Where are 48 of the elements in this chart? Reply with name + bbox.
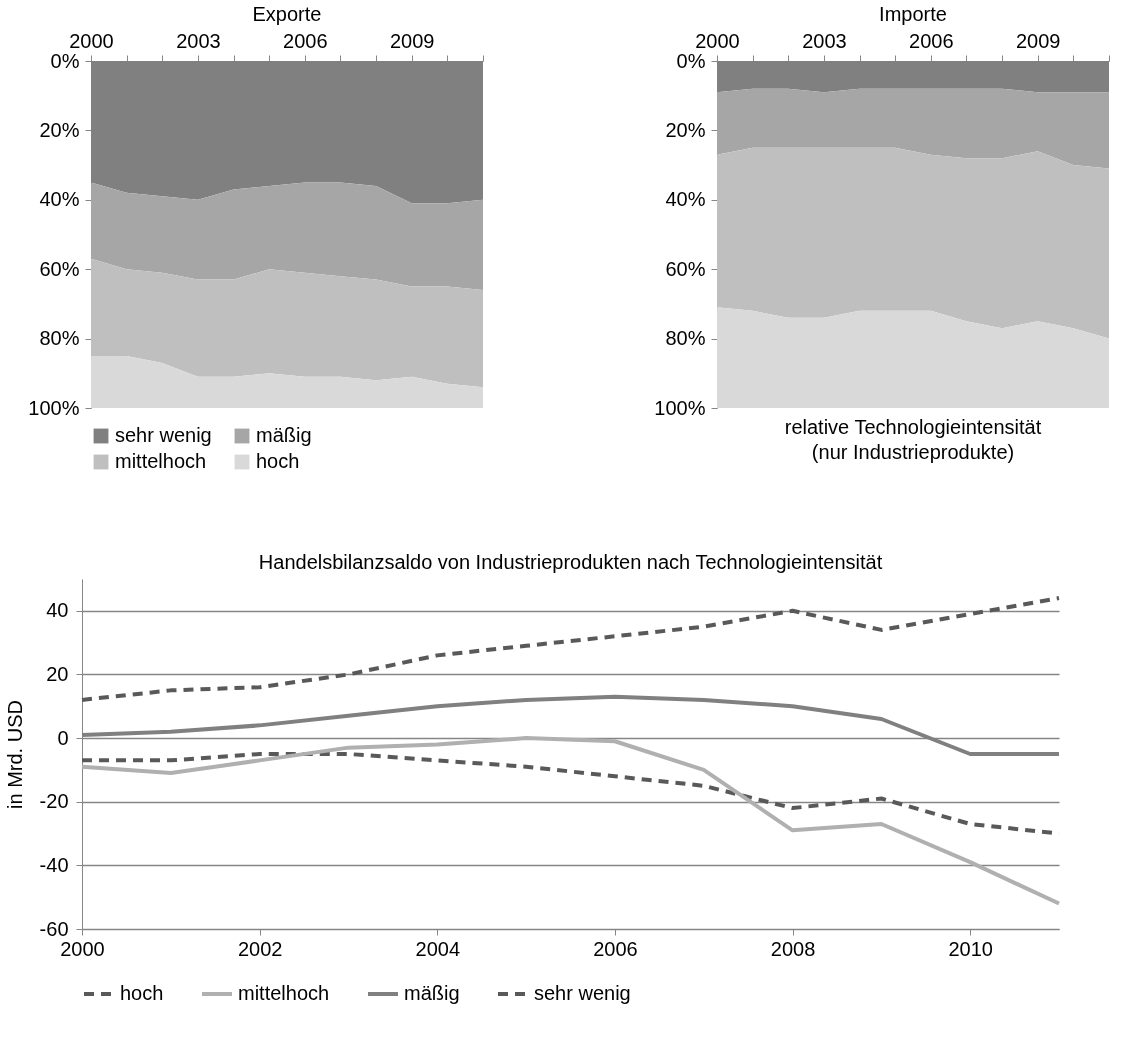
chart-title: Handelsbilanzsaldo von Industrieprodukten nach Technologieintensität xyxy=(258,551,883,573)
x-tick-label: 2006 xyxy=(283,29,328,52)
x-tick-label: 2003 xyxy=(176,29,221,52)
chart-title: Importe xyxy=(879,3,947,25)
x-tick-label: 2010 xyxy=(948,937,993,960)
y-tick-label: 40% xyxy=(39,188,80,211)
chart-title: Exporte xyxy=(252,3,322,25)
x-tick-label: 2000 xyxy=(60,937,105,960)
text: relative Technologieintensität xyxy=(784,416,1042,438)
x-tick-label: 2008 xyxy=(770,937,816,960)
y-tick-label: 40% xyxy=(665,188,706,211)
y-tick-label: 0% xyxy=(50,49,80,72)
legend-label: sehr wenig xyxy=(534,982,631,1004)
x-tick-label: 2009 xyxy=(389,29,435,52)
y-tick-label: 60% xyxy=(39,257,80,280)
y-tick-label: 80% xyxy=(665,327,706,350)
line-series xyxy=(80,736,1061,906)
legend-label: mäßig xyxy=(404,982,460,1004)
legend-label: mittelhoch xyxy=(238,982,330,1004)
x-tick-label: 2009 xyxy=(1015,29,1061,52)
y-axis-title: in Mrd. USD xyxy=(3,700,26,809)
y-tick-label: 60% xyxy=(665,257,706,280)
y-tick-label: 80% xyxy=(39,327,80,350)
y-tick-label: 40 xyxy=(46,599,69,622)
x-tick-label: 2006 xyxy=(593,937,638,960)
x-tick-label: 2003 xyxy=(802,29,847,52)
x-tick-label: 2000 xyxy=(69,29,114,52)
legend-label: mittelhoch xyxy=(115,450,207,472)
y-tick-label: -20 xyxy=(39,790,69,813)
legend-label: sehr wenig xyxy=(115,424,212,446)
x-tick-label: 2006 xyxy=(909,29,954,52)
text: (nur Industrieprodukte) xyxy=(811,441,1015,463)
legend-label: hoch xyxy=(256,450,300,472)
y-tick-label: 100% xyxy=(654,396,706,419)
x-tick-label: 2000 xyxy=(695,29,740,52)
line-series xyxy=(80,596,1061,702)
y-tick-label: 0% xyxy=(676,49,706,72)
x-tick-label: 2002 xyxy=(237,937,283,960)
y-tick-label: -40 xyxy=(39,853,69,876)
y-tick-label: -60 xyxy=(39,917,69,940)
y-tick-label: 20 xyxy=(46,662,69,685)
y-tick-label: 100% xyxy=(28,396,80,419)
legend-label: hoch xyxy=(120,982,164,1004)
legend-label: mäßig xyxy=(256,424,312,446)
y-tick-label: 0 xyxy=(57,726,69,749)
x-tick-label: 2004 xyxy=(415,937,461,960)
y-tick-label: 20% xyxy=(39,118,80,141)
y-tick-label: 20% xyxy=(665,118,706,141)
